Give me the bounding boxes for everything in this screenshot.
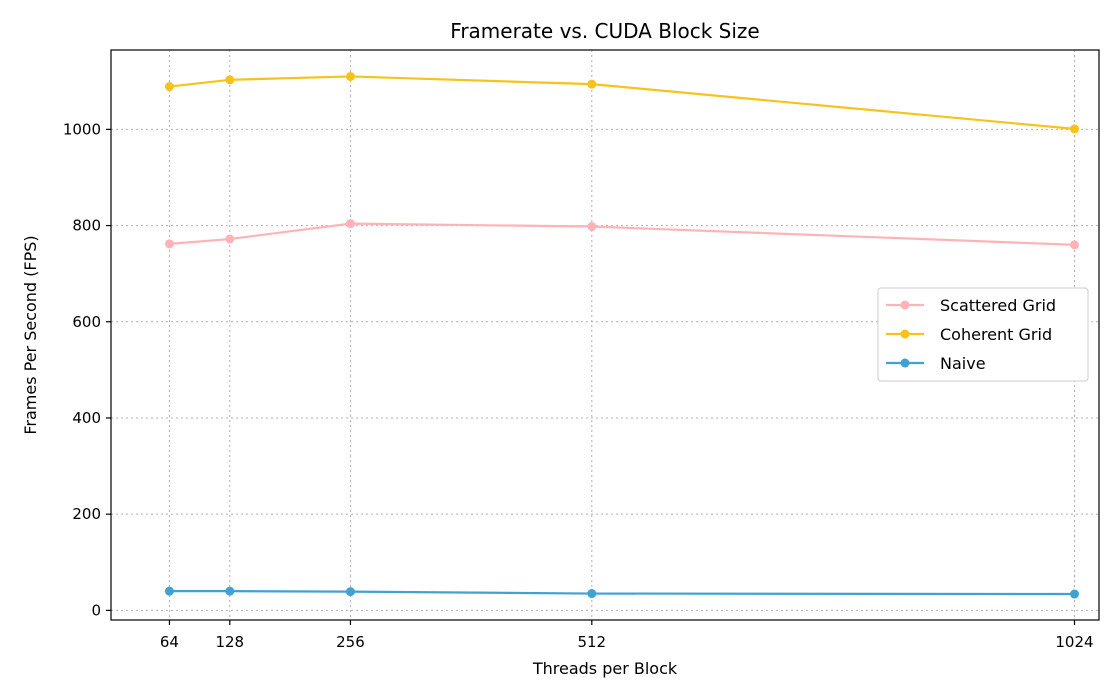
x-tick-label: 256 bbox=[336, 633, 365, 651]
legend: Scattered Grid Coherent Grid Naive bbox=[877, 287, 1089, 382]
data-point bbox=[164, 239, 174, 249]
data-point bbox=[164, 586, 174, 596]
y-tick-label: 0 bbox=[91, 601, 101, 619]
tick-layer: 64 128 256 512 1024 0 200 400 600 800 1000 bbox=[63, 120, 1094, 651]
series-naive bbox=[164, 586, 1079, 599]
chart-title: Framerate vs. CUDA Block Size bbox=[450, 19, 759, 43]
data-point bbox=[225, 75, 235, 85]
data-point bbox=[587, 589, 597, 599]
y-tick-label: 800 bbox=[72, 217, 101, 235]
x-tick-label: 128 bbox=[215, 633, 244, 651]
data-point bbox=[225, 586, 235, 596]
legend-label: Naive bbox=[940, 354, 986, 373]
legend-label: Scattered Grid bbox=[940, 296, 1056, 315]
legend-item: Scattered Grid bbox=[886, 296, 1056, 315]
data-point bbox=[1069, 124, 1079, 134]
data-point bbox=[225, 234, 235, 244]
x-axis-label: Threads per Block bbox=[532, 659, 678, 678]
data-point bbox=[587, 79, 597, 89]
legend-marker bbox=[900, 329, 910, 339]
series-layer bbox=[164, 71, 1079, 599]
plot-frame bbox=[110, 49, 1100, 621]
x-tick-label: 512 bbox=[577, 633, 606, 651]
legend-marker bbox=[900, 300, 910, 310]
data-point bbox=[345, 587, 355, 597]
data-point bbox=[345, 219, 355, 229]
legend-item: Coherent Grid bbox=[886, 325, 1052, 344]
series-coherent-grid bbox=[164, 71, 1079, 134]
y-tick-label: 600 bbox=[72, 313, 101, 331]
legend-item: Naive bbox=[886, 354, 986, 373]
y-tick-label: 200 bbox=[72, 505, 101, 523]
data-point bbox=[345, 71, 355, 81]
series-scattered-grid bbox=[164, 219, 1079, 250]
legend-marker bbox=[900, 358, 910, 368]
grid-layer bbox=[111, 50, 1099, 620]
legend-label: Coherent Grid bbox=[940, 325, 1052, 344]
data-point bbox=[1069, 240, 1079, 250]
data-point bbox=[164, 82, 174, 92]
x-tick-label: 64 bbox=[160, 633, 179, 651]
y-tick-label: 400 bbox=[72, 409, 101, 427]
data-point bbox=[1069, 589, 1079, 599]
x-tick-label: 1024 bbox=[1055, 633, 1093, 651]
y-tick-label: 1000 bbox=[63, 120, 101, 138]
data-point bbox=[587, 222, 597, 232]
legend-box bbox=[877, 287, 1089, 382]
y-axis-label: Frames Per Second (FPS) bbox=[21, 235, 40, 434]
